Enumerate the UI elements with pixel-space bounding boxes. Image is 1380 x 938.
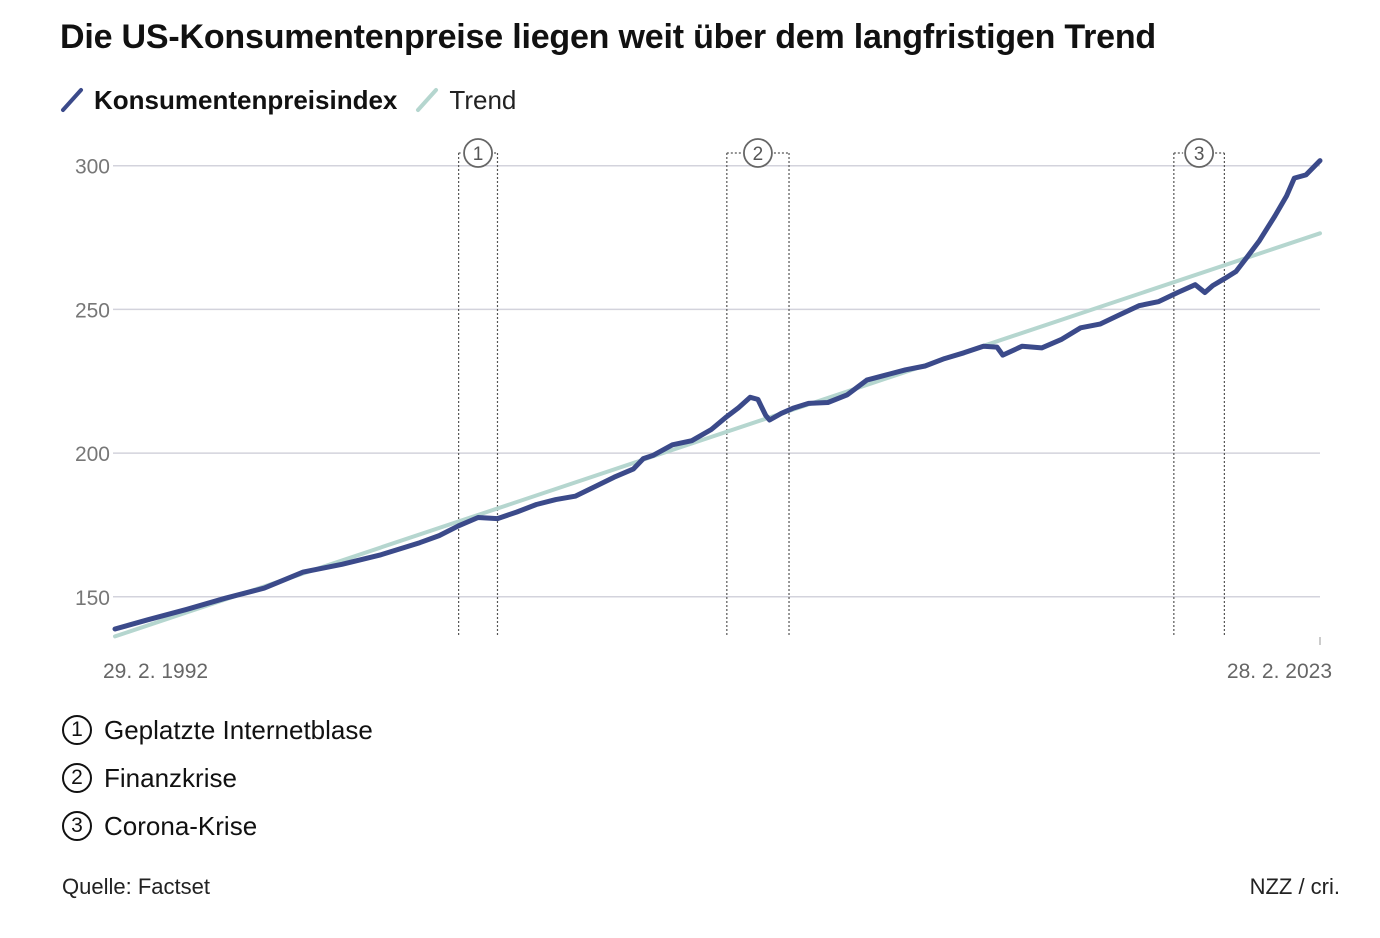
chart-title: Die US-Konsumentenpreise liegen weit übe…: [60, 18, 1156, 56]
x-tick-label-1: 29. 2. 1992: [103, 660, 208, 683]
legend: Konsumentenpreisindex Trend: [60, 82, 534, 118]
annotation-number-2: 2: [62, 763, 92, 793]
annotation-item-3: 3 Corona-Krise: [62, 802, 373, 850]
y-tick-label-300: 300: [75, 156, 110, 179]
credit-note: NZZ / cri.: [1249, 874, 1340, 899]
y-tick-label-250: 250: [75, 299, 110, 322]
annotation-label-3: Corona-Krise: [104, 810, 258, 841]
x-tick-label-2: 28. 2. 2023: [1227, 660, 1332, 683]
legend-label-cpi: Konsumentenpreisindex: [94, 84, 398, 115]
legend-item-trend: Trend: [415, 85, 516, 116]
period-3-marker: [1184, 138, 1215, 168]
series-line-cpi: [112, 158, 1323, 632]
period-1-marker: [463, 138, 493, 168]
annotation-item-2: 2 Finanzkrise: [62, 754, 373, 802]
y-tick-label-150: 150: [75, 587, 110, 610]
annotation-number-1: 1: [62, 715, 92, 745]
annotation-list: 1 Geplatzte Internetblase 2 Finanzkrise …: [62, 706, 373, 850]
period-2-marker: [743, 138, 773, 168]
legend-item-cpi: Konsumentenpreisindex: [60, 85, 397, 116]
legend-swatch-cpi: [61, 88, 83, 112]
legend-swatch-trend: [416, 88, 439, 112]
y-tick-label-200: 200: [75, 443, 110, 466]
period-3-marker-label: 3: [1194, 144, 1205, 165]
period-2-marker-label: 2: [753, 144, 764, 165]
annotation-item-1: 1 Geplatzte Internetblase: [62, 706, 373, 754]
annotation-label-1: Geplatzte Internetblase: [104, 714, 373, 745]
source-note: Quelle: Factset: [62, 874, 210, 899]
period-1-marker-label: 1: [473, 144, 484, 165]
annotation-number-3: 3: [62, 811, 92, 841]
chart-plot: 150 200 250 300 1 2 3 29. 2. 1992 28. 2. 2023: [75, 138, 1332, 683]
annotation-label-2: Finanzkrise: [104, 762, 237, 793]
legend-label-trend: Trend: [449, 84, 517, 115]
